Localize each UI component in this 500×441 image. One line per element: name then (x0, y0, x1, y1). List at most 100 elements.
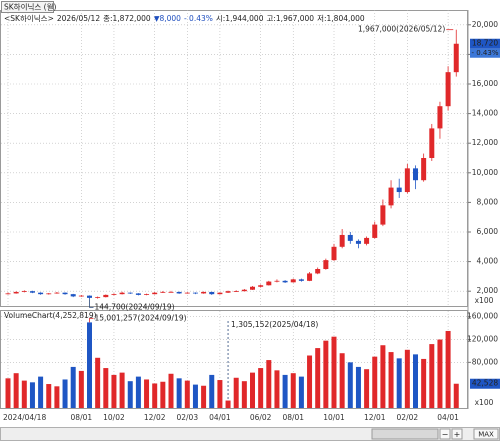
volume-bar (241, 381, 247, 408)
volume-bar (437, 339, 443, 408)
candle-body (282, 280, 288, 283)
volume-bar (209, 374, 215, 408)
candle-body (184, 292, 190, 294)
candle-body (388, 187, 394, 206)
annotation-high: 1,967,000(2026/05/12) (358, 25, 445, 34)
candle-body (315, 269, 321, 274)
volume-bar (87, 322, 92, 408)
candle-body (13, 291, 19, 294)
max-label: MAX (478, 431, 494, 439)
header-part: <SK하이닉스> (4, 13, 54, 23)
y-tick-label: 8,000 (477, 197, 499, 206)
candle-body (274, 280, 280, 282)
x-tick-label: 02/03 (176, 413, 198, 422)
header-part: ▼8,000 (154, 14, 181, 23)
scroll-thumb[interactable] (371, 428, 439, 440)
candle-body (119, 292, 125, 295)
volume-bar (380, 345, 386, 408)
candle-body (70, 294, 76, 297)
candle-body (95, 297, 101, 298)
candle-body (233, 291, 239, 292)
zoom-in-icon: + (454, 430, 461, 439)
price-panel (0, 10, 468, 307)
volume-bar (339, 353, 345, 408)
volume-unit: x100 (475, 398, 494, 407)
annotation-low: 144,700(2024/09/19) (95, 302, 175, 311)
candle-body (152, 292, 158, 295)
candle-body (250, 286, 255, 290)
y-tick-label: 20,000 (472, 20, 498, 29)
y-tick-label: 160,000 (467, 312, 498, 321)
y-tick-label: 10,000 (472, 168, 498, 177)
candle-body (217, 292, 223, 295)
x-tick-label: 08/01 (282, 413, 304, 422)
candle-body (38, 292, 44, 295)
x-tick-label: 08/01 (71, 413, 93, 422)
candle-body (380, 205, 386, 225)
volume-bar (46, 384, 52, 408)
candle-body (46, 293, 52, 295)
volume-bar (119, 372, 125, 408)
volume-bar (282, 374, 288, 408)
volume-bar (421, 358, 427, 408)
header-part: 2026/05/12 (57, 14, 100, 23)
volume-bar (217, 380, 223, 408)
candle-body (62, 292, 68, 295)
candle-body (258, 285, 264, 287)
header-part: 저:1,804,000 (317, 14, 365, 23)
candle-body (168, 291, 174, 293)
candle-body (331, 246, 337, 261)
candle-body (404, 168, 410, 193)
volume-bar (323, 340, 329, 408)
candle-body (87, 295, 92, 298)
last-price-label: 18,720 (472, 39, 498, 48)
volume-bar (38, 376, 44, 408)
zoom-in-button[interactable] (451, 428, 463, 440)
volume-bar (111, 374, 117, 408)
candle-body (453, 43, 459, 73)
candle-body (298, 279, 304, 281)
volume-bar (62, 379, 68, 408)
candle-body (307, 273, 313, 281)
annotation-volume-min: 1,305,152(2025/04/18) (231, 320, 318, 329)
last-volume-label: 42,528 (472, 379, 498, 388)
volume-bar (21, 380, 27, 408)
candle-body (209, 291, 215, 295)
header-part: 종:1,872,000 (103, 14, 151, 23)
zoom-out-button[interactable] (439, 428, 451, 440)
candle-body (111, 294, 117, 295)
candle-body (323, 260, 329, 269)
candle-body (176, 291, 182, 294)
candle-body (241, 289, 247, 292)
x-tick-label: 10/02 (103, 413, 125, 422)
candle-body (54, 292, 60, 294)
candle-body (192, 292, 198, 294)
volume-bar (152, 383, 158, 408)
chart-title: SK하이닉스 (월) (4, 2, 56, 12)
volume-bar (364, 369, 370, 408)
y-tick-label: 120,000 (467, 335, 498, 344)
candle-body (339, 234, 345, 247)
volume-bar (429, 344, 435, 408)
max-button[interactable] (473, 428, 499, 440)
candle-body (160, 291, 166, 293)
candle-body (347, 234, 353, 241)
volume-bar (315, 348, 321, 408)
x-tick-label: 12/01 (364, 413, 386, 422)
candle-body (372, 224, 378, 238)
candle-body (135, 293, 141, 295)
header-part: - 0.43% (184, 14, 213, 23)
candle-body (5, 293, 11, 295)
volume-bar (5, 378, 11, 408)
candle-body (290, 279, 296, 283)
volume-bar (95, 357, 101, 408)
volume-bar (290, 373, 296, 408)
x-tick-label: 02/02 (397, 413, 419, 422)
y-tick-label: 6,000 (477, 227, 499, 236)
candle-body (127, 292, 133, 294)
volume-bar (372, 356, 378, 408)
candle-body (103, 294, 109, 298)
volume-bar (258, 368, 264, 408)
